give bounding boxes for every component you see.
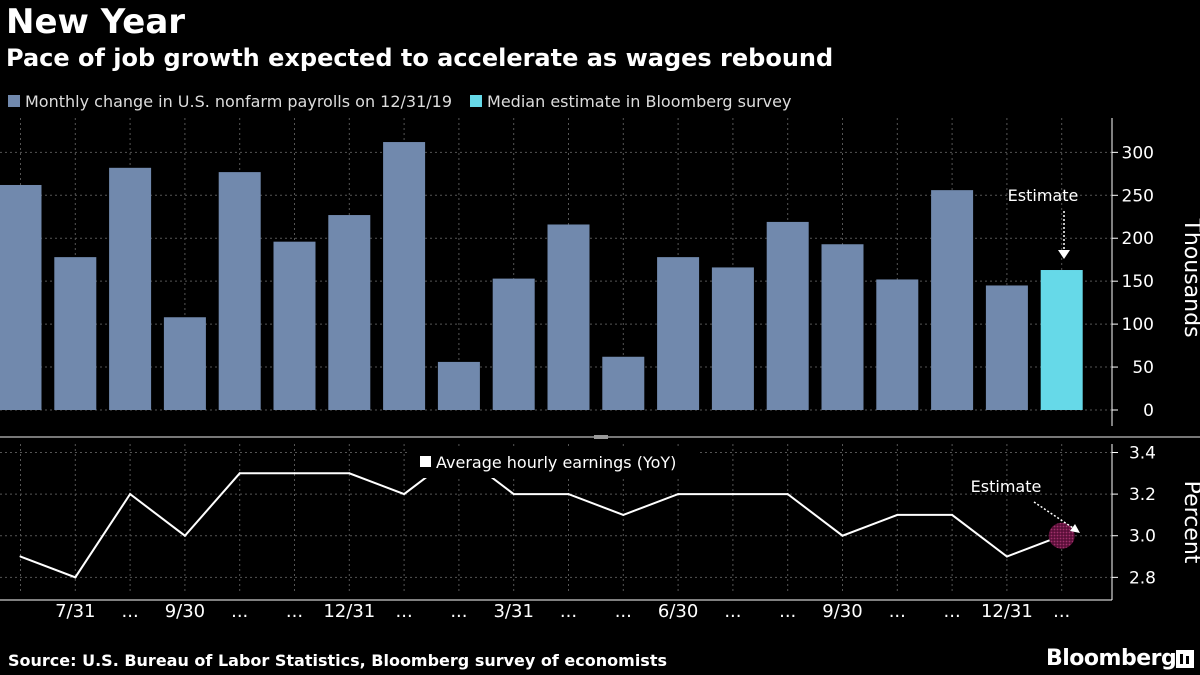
payroll-bar <box>328 215 371 410</box>
x-tick-label: 7/31 <box>55 601 95 622</box>
x-tick-label: ... <box>889 601 906 622</box>
legend-label-payrolls: Monthly change in U.S. nonfarm payrolls … <box>25 91 453 111</box>
x-tick-label: 9/30 <box>165 601 205 622</box>
earnings-point <box>512 493 515 496</box>
line-estimate-arrow <box>1033 501 1077 531</box>
x-tick-label: 6/30 <box>658 601 698 622</box>
x-tick-label: 9/30 <box>822 601 862 622</box>
earnings-point <box>567 493 570 496</box>
payroll-bar <box>766 221 809 410</box>
payroll-bar <box>985 285 1028 410</box>
legend-item-estimate: Median estimate in Bloomberg survey <box>470 92 791 111</box>
earnings-point <box>129 493 132 496</box>
bottom-y-tick-label: 3.4 <box>1129 443 1156 463</box>
legend: Monthly change in U.S. nonfarm payrolls … <box>8 90 809 112</box>
payroll-bar <box>0 184 42 410</box>
earnings-point <box>19 555 22 558</box>
earnings-legend-box <box>410 448 700 478</box>
earnings-legend-swatch <box>420 456 431 467</box>
earnings-point <box>951 513 954 516</box>
earnings-point <box>74 576 77 579</box>
bloomberg-logo: Bloomberg <box>1046 646 1177 671</box>
payroll-bar <box>876 279 919 410</box>
payroll-bar <box>273 241 316 410</box>
bottom-y-tick-label: 3.2 <box>1129 485 1156 505</box>
payroll-bar <box>547 224 590 410</box>
top-y-tick-label: 200 <box>1122 229 1154 249</box>
earnings-line-layer <box>19 451 1075 579</box>
bar-estimate-arrowhead <box>1058 250 1070 259</box>
x-tick-label: ... <box>615 601 632 622</box>
top-y-tick-label: 50 <box>1132 358 1154 378</box>
payroll-bar <box>163 317 206 410</box>
top-y-tick-label: 150 <box>1122 272 1154 292</box>
estimate-dot <box>1048 522 1075 549</box>
payroll-bars <box>0 142 1083 410</box>
payroll-bar <box>54 257 97 410</box>
payroll-bar <box>109 167 152 410</box>
payroll-bar <box>821 244 864 410</box>
top-y-tick-label: 250 <box>1122 186 1154 206</box>
x-tick-label: 12/31 <box>323 601 375 622</box>
legend-swatch-payrolls <box>8 95 20 107</box>
earnings-point <box>238 472 241 475</box>
bottom-y-axis-title: Percent <box>1179 481 1200 564</box>
x-tick-label: ... <box>396 601 413 622</box>
chart-title: New Year <box>6 2 186 42</box>
top-y-axis-title: Thousands <box>1179 217 1200 337</box>
payroll-bar <box>657 257 700 410</box>
source-note: Source: U.S. Bureau of Labor Statistics,… <box>8 651 667 670</box>
x-tick-label: 3/31 <box>493 601 533 622</box>
top-y-tick-label: 300 <box>1122 143 1154 163</box>
chart-subtitle: Pace of job growth expected to accelerat… <box>6 44 834 72</box>
estimate-bar <box>1040 270 1083 410</box>
top-y-tick-label: 0 <box>1143 401 1154 421</box>
payroll-bar <box>437 361 480 410</box>
earnings-point <box>677 493 680 496</box>
x-tick-label: 12/31 <box>981 601 1033 622</box>
x-tick-label: ... <box>944 601 961 622</box>
x-tick-label: ... <box>779 601 796 622</box>
earnings-point <box>896 513 899 516</box>
payroll-bar <box>711 267 754 410</box>
payroll-bar <box>383 142 426 410</box>
x-axis-labels: 7/31... 9/30...... 12/31...... 3/31...... 6/… <box>55 601 1070 622</box>
earnings-line <box>20 451 1063 579</box>
line-estimate-arrowhead <box>1070 524 1080 533</box>
top-y-tick-label: 100 <box>1122 315 1154 335</box>
line-estimate-annotation: Estimate <box>971 477 1042 496</box>
payroll-bar <box>492 278 535 410</box>
panel-divider-handle <box>594 435 608 439</box>
bottom-y-tick-label: 3.0 <box>1129 527 1156 547</box>
earnings-point <box>183 534 186 537</box>
payroll-bar <box>602 356 645 410</box>
x-tick-label: ... <box>724 601 741 622</box>
payroll-bar <box>931 190 974 410</box>
x-tick-label: ... <box>450 601 467 622</box>
legend-swatch-estimate <box>470 95 483 107</box>
payroll-bar <box>218 172 261 410</box>
bottom-y-tick-label: 2.8 <box>1129 568 1156 588</box>
earnings-point <box>403 493 406 496</box>
earnings-point <box>786 493 789 496</box>
x-tick-label: ... <box>122 601 139 622</box>
earnings-point <box>293 472 296 475</box>
earnings-point <box>622 513 625 516</box>
bloomberg-terminal-icon <box>1176 650 1194 668</box>
earnings-legend-label: Average hourly earnings (YoY) <box>436 453 676 472</box>
earnings-point <box>841 534 844 537</box>
x-tick-label: ... <box>560 601 577 622</box>
earnings-point <box>1005 555 1008 558</box>
legend-label-estimate: Median estimate in Bloomberg survey <box>487 91 792 111</box>
axes: 0 50 100 150 200 250 300 2.8 3.0 3.2 3.4 <box>0 118 1156 601</box>
x-tick-label: ... <box>286 601 303 622</box>
legend-item-payrolls: Monthly change in U.S. nonfarm payrolls … <box>8 92 452 111</box>
x-tick-label: ... <box>1053 601 1070 622</box>
x-tick-label: ... <box>231 601 248 622</box>
bar-estimate-annotation: Estimate <box>1008 186 1079 205</box>
earnings-point <box>731 493 734 496</box>
earnings-point <box>348 472 351 475</box>
